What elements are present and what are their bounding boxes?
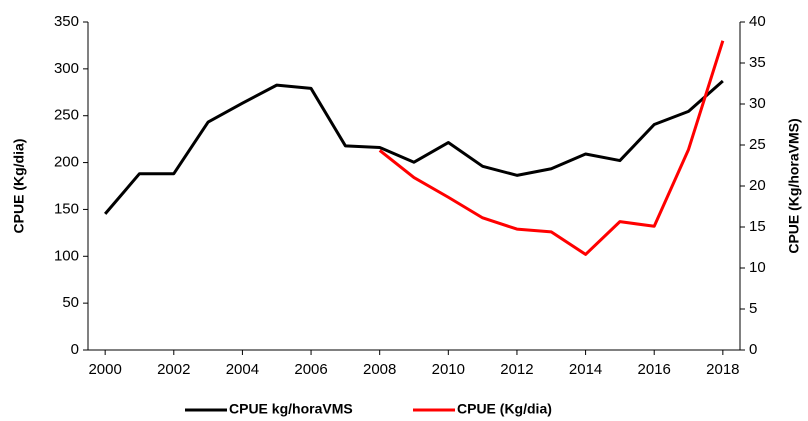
y-tick-label: 0 [71,341,79,358]
x-tick-label: 2012 [500,361,533,378]
y-tick-label: 100 [54,247,79,264]
y2-tick-label: 15 [749,218,766,235]
y2-tick-label: 0 [749,341,757,358]
y-tick-label: 200 [54,154,79,171]
x-tick-label: 2000 [88,361,121,378]
y2-tick-label: 35 [749,54,766,71]
y-tick-label: 150 [54,200,79,217]
y2-tick-label: 10 [749,259,766,276]
y2-tick-label: 40 [749,13,766,30]
x-tick-label: 2004 [226,361,259,378]
x-tick-label: 2016 [638,361,671,378]
series-line [104,79,724,215]
y2-tick-label: 25 [749,136,766,153]
y2-tick-label: 20 [749,177,766,194]
x-tick-label: 2018 [706,361,739,378]
y2-tick-label: 30 [749,95,766,112]
x-tick-label: 2002 [157,361,190,378]
y-axis-title: CPUE (Kg/dia) [11,139,27,234]
y-tick-label: 50 [62,294,79,311]
series-line [378,40,725,256]
y-tick-label: 300 [54,60,79,77]
x-tick-label: 2010 [432,361,465,378]
y-tick-label: 250 [54,107,79,124]
x-tick-label: 2008 [363,361,396,378]
y-tick-label: 350 [54,13,79,30]
y2-axis-title: CPUE (Kg/horaVMS) [786,118,802,253]
x-tick-label: 2006 [294,361,327,378]
legend-label: CPUE (Kg/dia) [457,401,552,417]
x-tick-label: 2014 [569,361,602,378]
y2-tick-label: 5 [749,300,757,317]
legend-label: CPUE kg/horaVMS [229,401,353,417]
